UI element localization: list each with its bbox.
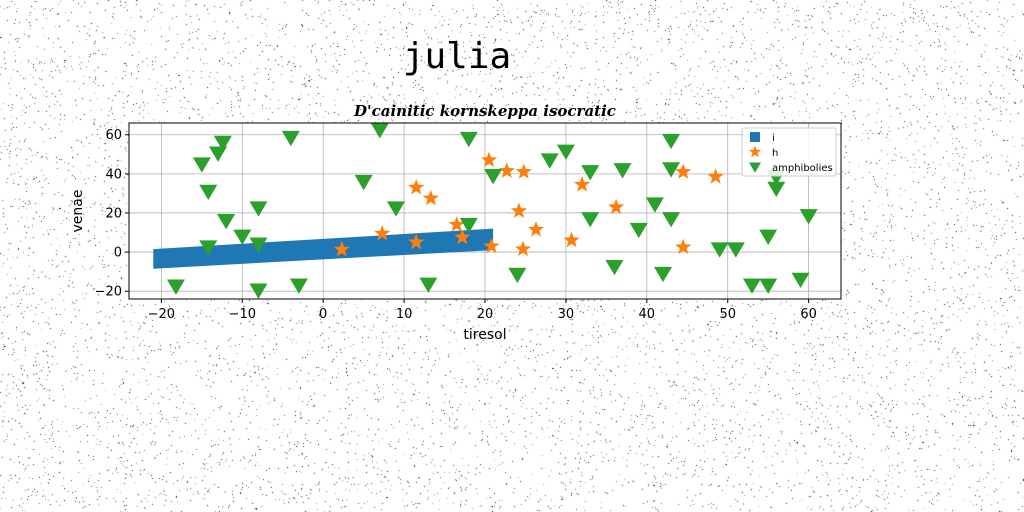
triangle-point-amphibolies bbox=[759, 278, 778, 294]
star-point-h bbox=[483, 237, 500, 254]
triangle-point-amphibolies bbox=[459, 217, 478, 234]
triangle-point-amphibolies bbox=[166, 279, 185, 295]
triangle-point-amphibolies bbox=[767, 181, 786, 198]
x-tick-label: 10 bbox=[396, 307, 413, 322]
triangle-point-amphibolies bbox=[249, 201, 268, 217]
x-tick-label: 60 bbox=[800, 307, 817, 322]
triangle-point-amphibolies bbox=[662, 162, 681, 178]
y-tick-label: 0 bbox=[114, 246, 122, 261]
y-tick-label: 60 bbox=[105, 128, 122, 143]
triangle-point-amphibolies bbox=[799, 209, 818, 225]
legend-label: h bbox=[772, 148, 778, 159]
y-tick-label: −20 bbox=[95, 285, 122, 300]
star-point-h bbox=[448, 216, 465, 232]
triangle-point-amphibolies bbox=[249, 283, 268, 299]
star-point-h bbox=[333, 241, 350, 257]
legend: ih amphibolies bbox=[741, 127, 837, 177]
triangle-point-amphibolies bbox=[791, 272, 810, 288]
triangle-point-amphibolies bbox=[484, 169, 503, 185]
x-tick-label: 0 bbox=[319, 307, 327, 322]
star-point-h bbox=[408, 233, 425, 250]
triangle-point-amphibolies bbox=[249, 237, 268, 253]
y-axis-label: venae bbox=[70, 190, 86, 233]
star-point-h bbox=[510, 202, 528, 218]
legend-box bbox=[741, 127, 837, 177]
x-tick-label: 20 bbox=[477, 307, 494, 322]
triangle-point-amphibolies bbox=[556, 144, 575, 160]
triangle-point-amphibolies bbox=[354, 174, 373, 191]
triangle-point-amphibolies bbox=[459, 131, 478, 148]
y-tick-label: 20 bbox=[105, 206, 122, 221]
star-point-h bbox=[481, 151, 498, 167]
star-point-h bbox=[675, 163, 692, 179]
triangle-point-amphibolies bbox=[217, 214, 236, 230]
triangle-point-amphibolies bbox=[199, 184, 218, 200]
star-point-h bbox=[454, 228, 471, 245]
legend-swatch-amphibolies bbox=[749, 162, 761, 173]
triangle-point-amphibolies bbox=[629, 222, 648, 239]
star-point-h bbox=[675, 238, 692, 255]
x-tick-label: 40 bbox=[639, 307, 656, 322]
star-point-h bbox=[422, 189, 439, 206]
star-point-h bbox=[374, 225, 391, 241]
triangle-point-amphibolies bbox=[387, 201, 405, 217]
triangle-point-amphibolies bbox=[199, 240, 218, 256]
star-point-h bbox=[408, 179, 425, 195]
triangle-point-amphibolies bbox=[662, 212, 681, 228]
triangle-point-amphibolies bbox=[540, 153, 559, 169]
x-tick-label: 30 bbox=[558, 307, 575, 322]
triangle-point-amphibolies bbox=[710, 242, 729, 258]
triangle-point-amphibolies bbox=[192, 157, 211, 173]
triangle-point-amphibolies bbox=[613, 163, 632, 179]
star-point-h bbox=[574, 176, 591, 192]
triangle-point-amphibolies bbox=[759, 229, 778, 245]
triangle-point-amphibolies bbox=[654, 266, 672, 283]
triangle-point-amphibolies bbox=[743, 278, 761, 294]
page-title: julia bbox=[402, 36, 512, 77]
triangle-point-amphibolies bbox=[233, 229, 252, 245]
triangle-point-amphibolies bbox=[581, 165, 600, 181]
data-marks bbox=[153, 123, 818, 299]
triangle-point-amphibolies bbox=[508, 267, 527, 284]
star-point-h bbox=[563, 231, 580, 248]
triangle-point-amphibolies bbox=[662, 133, 681, 150]
triangle-point-amphibolies bbox=[289, 278, 308, 294]
legend-label: amphibolies bbox=[772, 163, 833, 174]
triangle-point-amphibolies bbox=[581, 212, 600, 228]
chart-title: D'cainitic kornskeppa isocratic bbox=[353, 102, 616, 120]
triangle-point-amphibolies bbox=[281, 130, 300, 147]
star-point-h bbox=[527, 221, 545, 237]
x-tick-label: −20 bbox=[148, 307, 175, 322]
axis-ticks: −20 −10 0 10 20 30 40 50 60 −20 0 20 40 60 bbox=[95, 128, 817, 322]
triangle-point-amphibolies bbox=[370, 123, 389, 139]
triangle-point-amphibolies bbox=[605, 259, 624, 276]
legend-label: i bbox=[772, 133, 775, 144]
triangle-point-amphibolies bbox=[419, 277, 438, 293]
star-point-h bbox=[498, 162, 515, 178]
star-point-h bbox=[514, 240, 532, 256]
star-point-h bbox=[707, 168, 724, 184]
triangle-point-amphibolies bbox=[726, 242, 745, 258]
x-tick-label: 50 bbox=[719, 307, 736, 322]
triangle-point-amphibolies bbox=[645, 197, 664, 213]
x-axis-label: tiresol bbox=[463, 327, 506, 343]
legend-swatch-i bbox=[750, 132, 760, 142]
legend-swatch-h bbox=[748, 145, 762, 158]
x-tick-label: −10 bbox=[229, 307, 256, 322]
star-point-h bbox=[608, 198, 625, 214]
band-i bbox=[153, 228, 494, 269]
star-point-h bbox=[515, 163, 532, 179]
triangle-point-amphibolies bbox=[213, 135, 232, 152]
y-tick-label: 40 bbox=[105, 167, 122, 182]
